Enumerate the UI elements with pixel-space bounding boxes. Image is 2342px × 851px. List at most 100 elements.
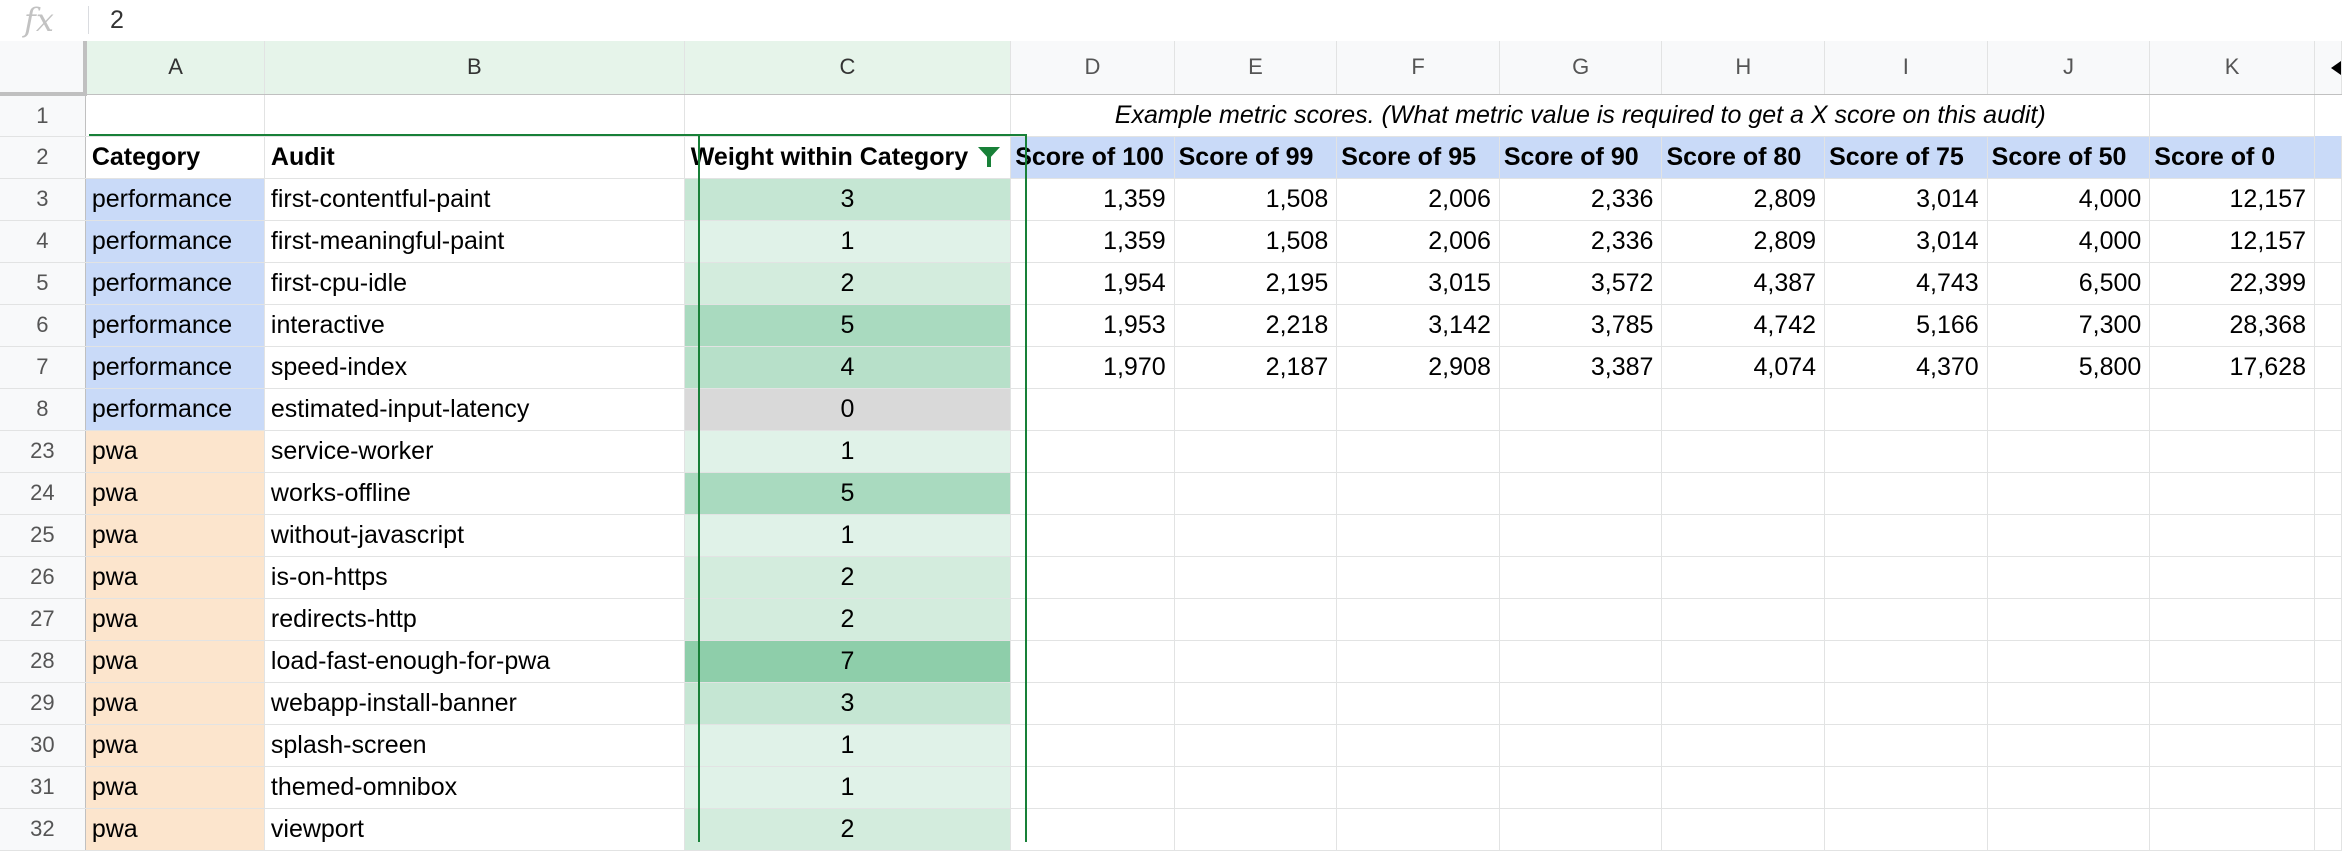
score-cell[interactable] — [1010, 388, 1175, 431]
empty-cell[interactable] — [2314, 724, 2342, 767]
score-cell[interactable] — [1174, 598, 1338, 641]
score-cell[interactable] — [1174, 808, 1338, 851]
weight-cell[interactable]: 0 — [684, 388, 1012, 431]
audit-cell[interactable]: first-contentful-paint — [264, 178, 685, 221]
empty-cell[interactable] — [2314, 178, 2342, 221]
score-cell[interactable] — [1336, 640, 1500, 683]
score-cell[interactable]: 1,508 — [1174, 178, 1338, 221]
score-cell[interactable] — [1499, 556, 1663, 599]
weight-cell[interactable]: 3 — [684, 682, 1012, 725]
score-header[interactable]: Score of 0 — [2149, 136, 2315, 179]
select-all-corner[interactable] — [0, 41, 88, 96]
score-cell[interactable] — [1987, 556, 2151, 599]
score-cell[interactable]: 4,370 — [1824, 346, 1988, 389]
row-header[interactable]: 23 — [0, 430, 86, 473]
cell-b1[interactable] — [264, 94, 685, 137]
row-header[interactable]: 3 — [0, 178, 86, 221]
score-cell[interactable]: 4,000 — [1987, 178, 2151, 221]
audit-cell[interactable]: speed-index — [264, 346, 685, 389]
score-cell[interactable] — [2149, 388, 2315, 431]
row-header[interactable]: 30 — [0, 724, 86, 767]
category-cell[interactable]: pwa — [85, 514, 265, 557]
row-header[interactable]: 27 — [0, 598, 86, 641]
score-cell[interactable] — [1661, 640, 1826, 683]
empty-cell[interactable] — [2314, 514, 2342, 557]
score-cell[interactable] — [1336, 514, 1500, 557]
score-cell[interactable]: 1,359 — [1010, 220, 1175, 263]
score-cell[interactable] — [1010, 430, 1175, 473]
score-cell[interactable] — [1336, 598, 1500, 641]
category-cell[interactable]: performance — [85, 304, 265, 347]
score-header[interactable]: Score of 99 — [1174, 136, 1338, 179]
scroll-left-icon[interactable] — [2331, 61, 2341, 76]
score-cell[interactable]: 4,743 — [1824, 262, 1988, 305]
score-cell[interactable] — [1824, 556, 1988, 599]
score-cell[interactable]: 2,006 — [1336, 178, 1500, 221]
score-cell[interactable]: 5,800 — [1987, 346, 2151, 389]
score-header[interactable]: Score of 95 — [1336, 136, 1500, 179]
empty-cell[interactable] — [2314, 808, 2342, 851]
score-cell[interactable] — [1336, 808, 1500, 851]
score-cell[interactable] — [2149, 472, 2315, 515]
category-cell[interactable]: performance — [85, 346, 265, 389]
score-cell[interactable] — [1174, 556, 1338, 599]
score-cell[interactable] — [1824, 808, 1988, 851]
score-cell[interactable] — [1010, 640, 1175, 683]
empty-cell[interactable] — [2314, 388, 2342, 431]
category-cell[interactable]: pwa — [85, 640, 265, 683]
column-header-g[interactable]: G — [1499, 41, 1663, 95]
metric-scores-note[interactable]: Example metric scores. (What metric valu… — [1010, 94, 2151, 137]
category-cell[interactable]: performance — [85, 262, 265, 305]
score-cell[interactable]: 2,809 — [1661, 178, 1826, 221]
score-cell[interactable] — [1824, 682, 1988, 725]
weight-header[interactable]: Weight within Category — [684, 136, 1012, 179]
score-cell[interactable] — [1661, 430, 1826, 473]
audit-cell[interactable]: is-on-https — [264, 556, 685, 599]
row-header[interactable]: 31 — [0, 766, 86, 809]
audit-cell[interactable]: estimated-input-latency — [264, 388, 685, 431]
audit-cell[interactable]: webapp-install-banner — [264, 682, 685, 725]
formula-input[interactable]: 2 — [110, 6, 124, 34]
score-cell[interactable] — [1174, 640, 1338, 683]
score-cell[interactable]: 7,300 — [1987, 304, 2151, 347]
audit-cell[interactable]: first-meaningful-paint — [264, 220, 685, 263]
score-cell[interactable] — [1499, 640, 1663, 683]
score-cell[interactable] — [1987, 640, 2151, 683]
audit-cell[interactable]: splash-screen — [264, 724, 685, 767]
score-cell[interactable] — [1174, 724, 1338, 767]
score-cell[interactable]: 1,359 — [1010, 178, 1175, 221]
category-cell[interactable]: pwa — [85, 682, 265, 725]
weight-cell[interactable]: 5 — [684, 472, 1012, 515]
score-cell[interactable]: 2,908 — [1336, 346, 1500, 389]
score-cell[interactable] — [1987, 766, 2151, 809]
score-cell[interactable] — [1824, 388, 1988, 431]
score-cell[interactable] — [1824, 430, 1988, 473]
score-cell[interactable] — [1661, 388, 1826, 431]
score-cell[interactable] — [1661, 472, 1826, 515]
score-header[interactable]: Score of 100 — [1010, 136, 1175, 179]
column-header-c[interactable]: C — [684, 41, 1012, 95]
score-cell[interactable]: 3,015 — [1336, 262, 1500, 305]
score-cell[interactable] — [2149, 724, 2315, 767]
column-header-a[interactable]: A — [85, 41, 265, 95]
score-cell[interactable] — [2149, 598, 2315, 641]
row-header[interactable]: 24 — [0, 472, 86, 515]
audit-cell[interactable]: first-cpu-idle — [264, 262, 685, 305]
score-cell[interactable]: 4,074 — [1661, 346, 1826, 389]
score-cell[interactable] — [1499, 682, 1663, 725]
score-cell[interactable]: 2,809 — [1661, 220, 1826, 263]
score-cell[interactable] — [1987, 388, 2151, 431]
category-cell[interactable]: pwa — [85, 598, 265, 641]
score-cell[interactable]: 22,399 — [2149, 262, 2315, 305]
score-cell[interactable] — [1174, 514, 1338, 557]
score-cell[interactable]: 4,742 — [1661, 304, 1826, 347]
score-header[interactable]: Score of 50 — [1987, 136, 2151, 179]
score-cell[interactable] — [2149, 682, 2315, 725]
score-cell[interactable] — [1499, 766, 1663, 809]
score-cell[interactable]: 3,387 — [1499, 346, 1663, 389]
empty-cell[interactable] — [2314, 346, 2342, 389]
score-cell[interactable] — [1987, 808, 2151, 851]
score-cell[interactable] — [1987, 430, 2151, 473]
score-cell[interactable] — [1010, 724, 1175, 767]
cell-c1[interactable] — [684, 94, 1012, 137]
